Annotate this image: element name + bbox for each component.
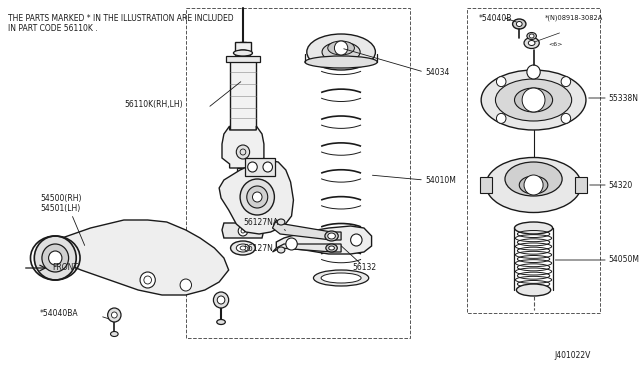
Circle shape xyxy=(522,88,545,112)
Ellipse shape xyxy=(505,162,562,196)
Text: 56110K(RH,LH): 56110K(RH,LH) xyxy=(124,99,182,109)
Circle shape xyxy=(248,162,257,172)
Circle shape xyxy=(42,244,68,272)
Ellipse shape xyxy=(305,56,378,68)
Bar xyxy=(236,42,251,54)
Bar xyxy=(226,56,260,62)
Polygon shape xyxy=(219,160,294,234)
Ellipse shape xyxy=(328,41,355,55)
Ellipse shape xyxy=(529,34,534,38)
Ellipse shape xyxy=(217,320,225,324)
Circle shape xyxy=(497,113,506,124)
Ellipse shape xyxy=(495,79,572,121)
Circle shape xyxy=(111,312,117,318)
Circle shape xyxy=(49,251,62,265)
Text: FRONT: FRONT xyxy=(52,263,79,273)
Text: 56127N: 56127N xyxy=(243,244,273,253)
Text: 54501(LH): 54501(LH) xyxy=(40,203,80,212)
Circle shape xyxy=(35,236,76,280)
Polygon shape xyxy=(273,244,341,252)
Circle shape xyxy=(263,162,273,172)
Ellipse shape xyxy=(516,22,522,26)
Ellipse shape xyxy=(481,70,586,130)
Circle shape xyxy=(351,234,362,246)
Ellipse shape xyxy=(486,157,581,212)
Text: 54050M: 54050M xyxy=(609,256,640,264)
Polygon shape xyxy=(273,220,341,240)
Text: <6>: <6> xyxy=(548,42,563,46)
Circle shape xyxy=(335,41,348,55)
Circle shape xyxy=(561,113,571,124)
Ellipse shape xyxy=(236,50,251,58)
Text: *54040B: *54040B xyxy=(478,14,511,23)
Ellipse shape xyxy=(307,34,376,70)
Text: J401022V: J401022V xyxy=(554,351,591,360)
Polygon shape xyxy=(222,126,264,168)
Ellipse shape xyxy=(524,38,540,48)
Circle shape xyxy=(238,226,248,236)
Text: 54010M: 54010M xyxy=(425,176,456,185)
Bar xyxy=(237,168,249,223)
Bar xyxy=(186,8,410,338)
Text: 56132: 56132 xyxy=(353,263,377,273)
Ellipse shape xyxy=(527,32,536,39)
Text: 55338N: 55338N xyxy=(609,93,639,103)
Ellipse shape xyxy=(515,222,552,234)
Circle shape xyxy=(140,272,156,288)
Ellipse shape xyxy=(528,41,535,45)
Circle shape xyxy=(527,65,540,79)
Circle shape xyxy=(240,179,275,215)
Ellipse shape xyxy=(328,233,335,239)
Ellipse shape xyxy=(329,246,335,250)
Ellipse shape xyxy=(322,42,360,62)
Ellipse shape xyxy=(111,331,118,337)
Text: IN PART CODE 56110K .: IN PART CODE 56110K . xyxy=(8,24,97,33)
Circle shape xyxy=(497,77,506,87)
Ellipse shape xyxy=(513,19,526,29)
Text: *54040BA: *54040BA xyxy=(40,310,79,318)
Ellipse shape xyxy=(516,284,550,296)
Ellipse shape xyxy=(230,241,255,255)
Ellipse shape xyxy=(326,244,337,252)
Bar xyxy=(230,60,256,130)
Bar xyxy=(467,8,600,313)
Circle shape xyxy=(180,279,191,291)
Ellipse shape xyxy=(314,270,369,286)
Polygon shape xyxy=(276,226,372,254)
Text: THE PARTS MARKED * IN THE ILLUSTRATION ARE INCLUDED: THE PARTS MARKED * IN THE ILLUSTRATION A… xyxy=(8,14,233,23)
Bar xyxy=(480,177,492,193)
Circle shape xyxy=(286,238,297,250)
Ellipse shape xyxy=(321,273,361,283)
Circle shape xyxy=(253,192,262,202)
Circle shape xyxy=(236,145,250,159)
Text: 54500(RH): 54500(RH) xyxy=(40,193,81,202)
Text: 56127NA: 56127NA xyxy=(243,218,278,227)
Ellipse shape xyxy=(277,247,285,253)
Polygon shape xyxy=(222,223,264,238)
Ellipse shape xyxy=(325,231,338,241)
Circle shape xyxy=(247,186,268,208)
Circle shape xyxy=(561,77,571,87)
Text: 54034: 54034 xyxy=(425,67,449,77)
Ellipse shape xyxy=(234,50,253,56)
Circle shape xyxy=(108,308,121,322)
Circle shape xyxy=(217,296,225,304)
Polygon shape xyxy=(38,220,228,295)
Bar xyxy=(245,158,275,176)
Text: 54320: 54320 xyxy=(609,180,633,189)
Ellipse shape xyxy=(277,219,285,225)
Text: *(N)08918-3082A: *(N)08918-3082A xyxy=(545,14,604,20)
Bar xyxy=(575,177,587,193)
Circle shape xyxy=(213,292,228,308)
Ellipse shape xyxy=(236,244,250,252)
Circle shape xyxy=(524,175,543,195)
Ellipse shape xyxy=(519,176,548,194)
Ellipse shape xyxy=(515,88,552,112)
